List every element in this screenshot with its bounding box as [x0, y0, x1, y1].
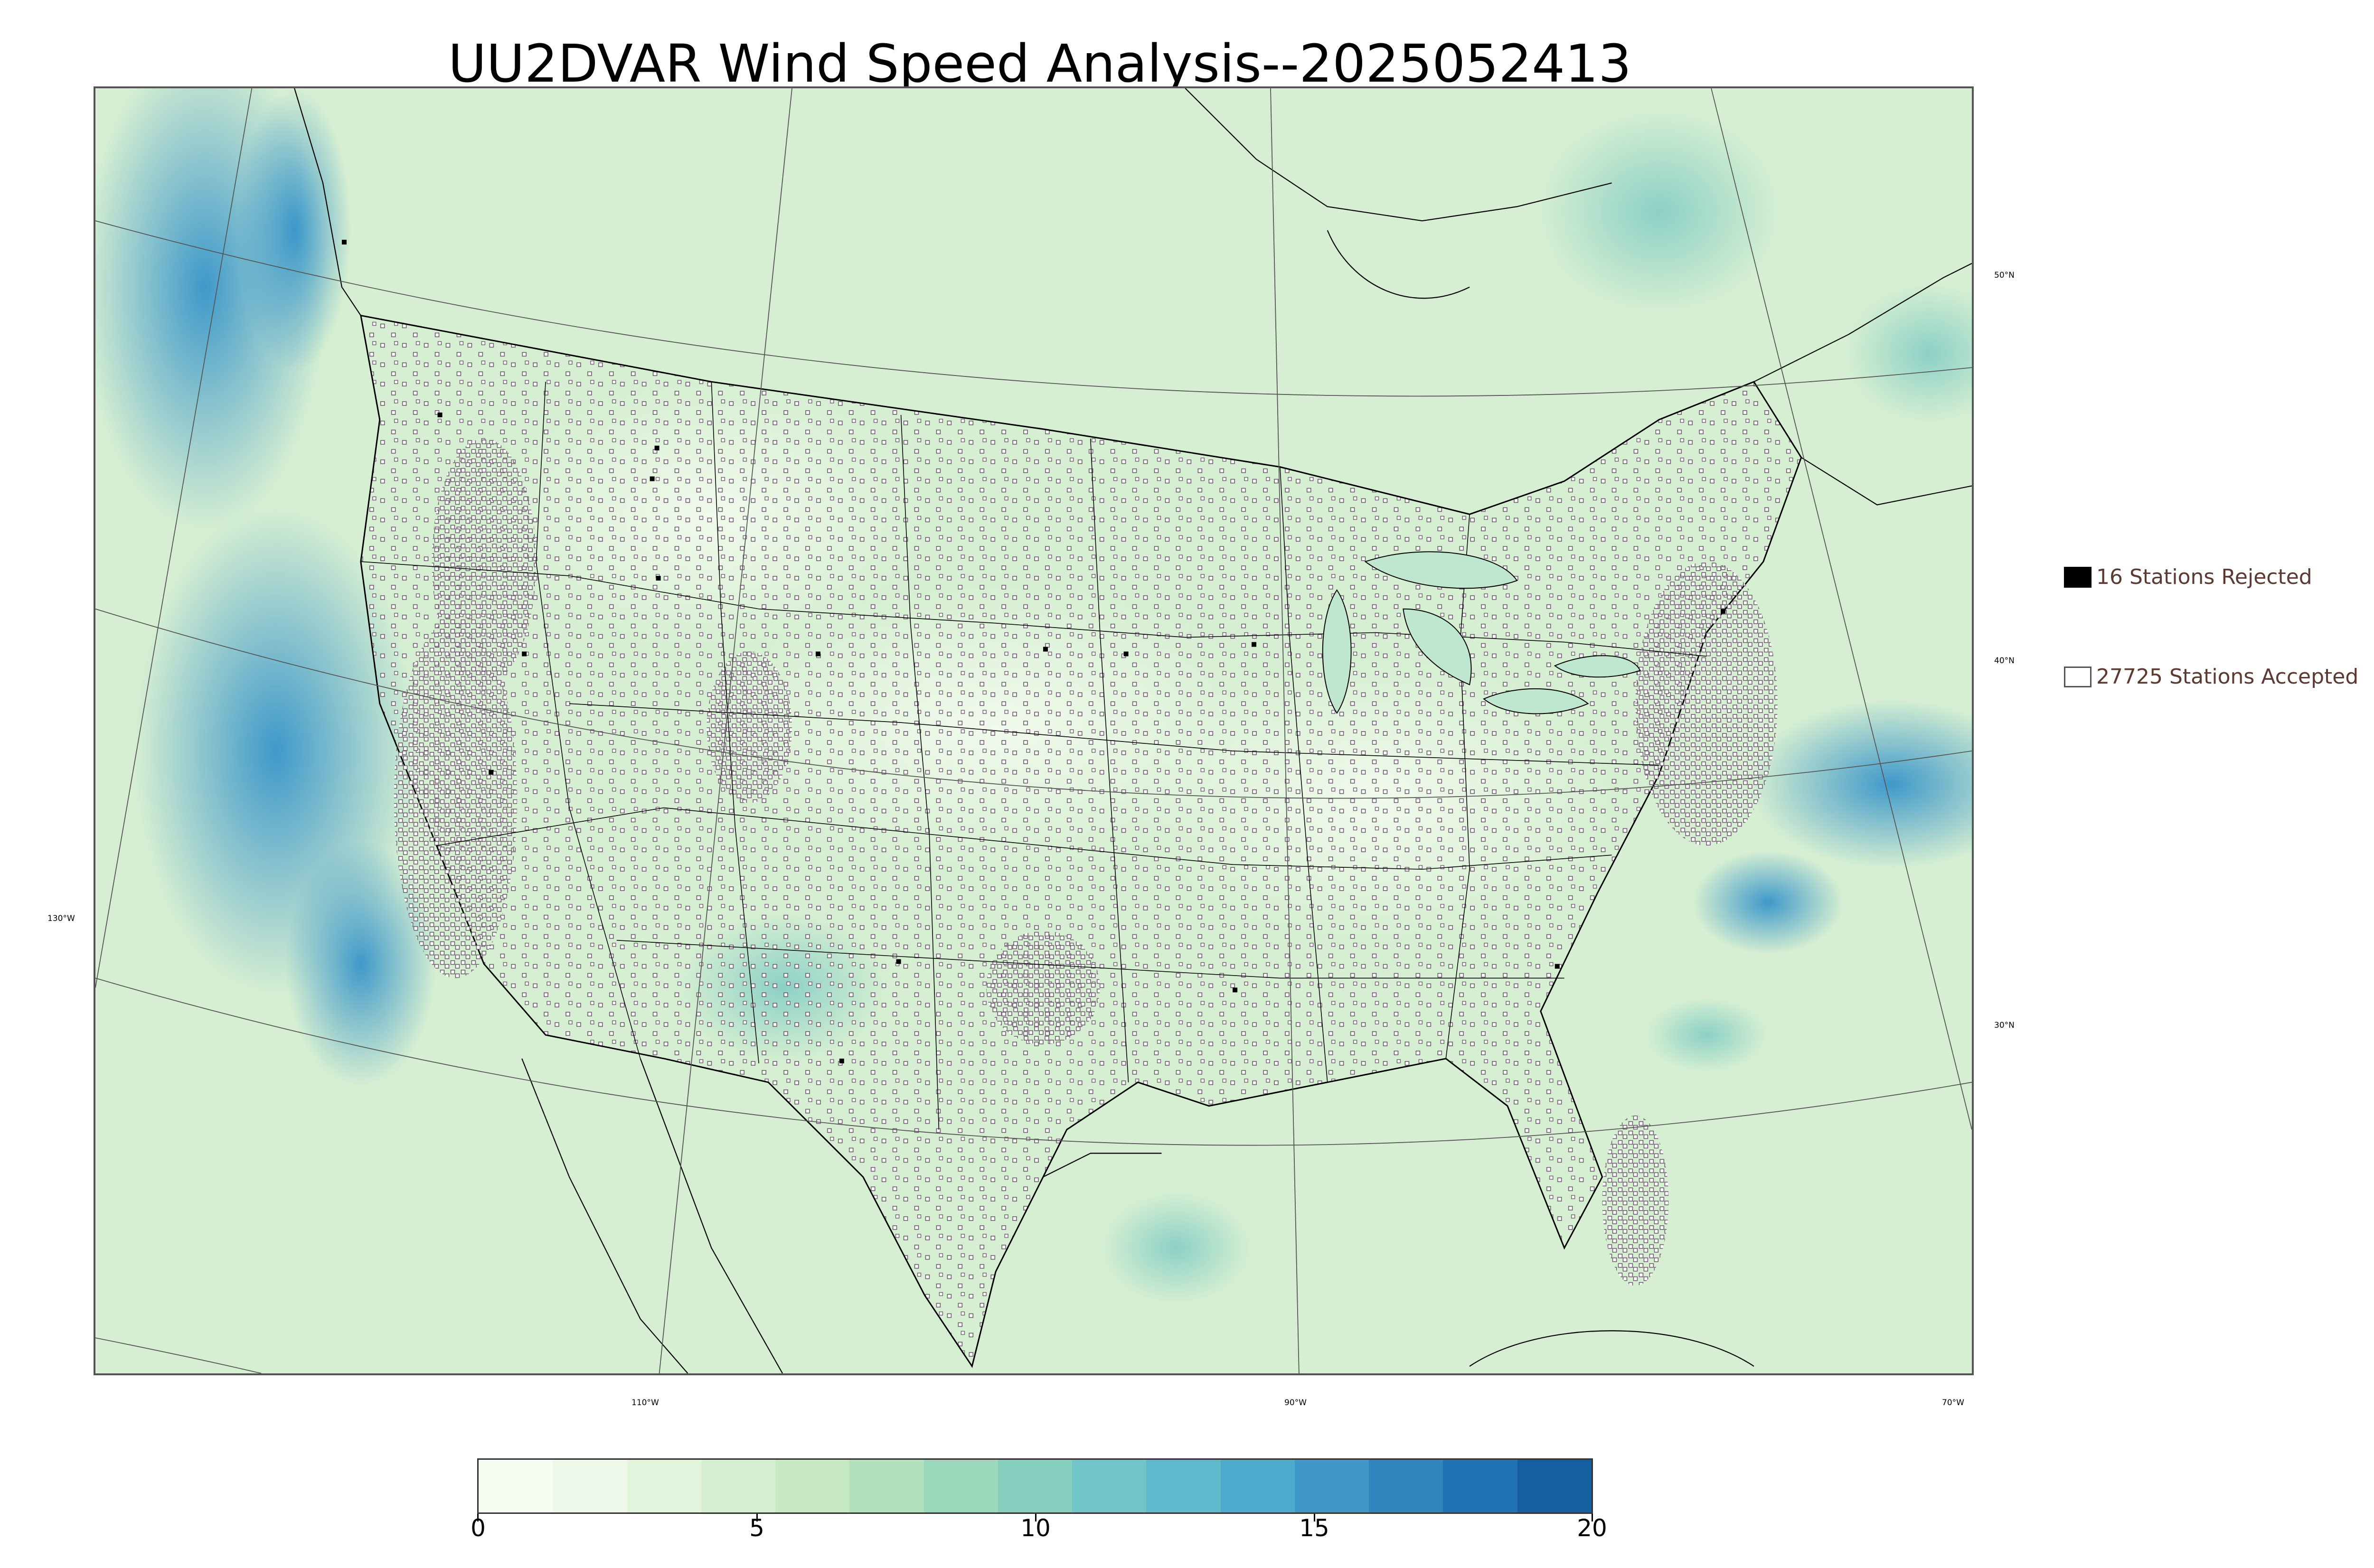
chart-title: UU2DVAR Wind Speed Analysis--2025052413 [448, 33, 1632, 94]
coastlines [294, 88, 1972, 1373]
wind-speed-map [95, 88, 1972, 1373]
colorbar-label-20: 20 [1577, 1514, 1607, 1542]
colorbar-segment [553, 1460, 627, 1512]
legend-accepted-label: 27725 Stations Accepted [2096, 665, 2359, 689]
colorbar-label-10: 10 [1020, 1514, 1051, 1542]
colorbar-segment [1146, 1460, 1221, 1512]
colorbar-segment [627, 1460, 701, 1512]
colorbar-tick [756, 1514, 758, 1521]
colorbar-segment [775, 1460, 850, 1512]
wind-speed-colorbar [477, 1458, 1593, 1514]
legend-accepted: 27725 Stations Accepted [2064, 665, 2358, 689]
rejected-stations [341, 240, 1726, 1063]
colorbar-label-0: 0 [471, 1514, 486, 1542]
northeast-station-cluster [1635, 562, 1778, 846]
colorbar-tick [1035, 1514, 1036, 1521]
graticule [95, 88, 1972, 1373]
colorbar-segment [479, 1460, 553, 1512]
lon-label-70w: 70°W [1942, 1398, 1964, 1408]
colorbar-segment [1369, 1460, 1443, 1512]
california-station-cluster [394, 618, 518, 978]
accepted-swatch [2064, 666, 2091, 687]
colorbar-segment [1517, 1460, 1592, 1512]
colorbar-label-15: 15 [1299, 1514, 1329, 1542]
lon-label-130w: 130°W [47, 914, 75, 923]
great-lakes [1322, 551, 1641, 714]
lat-label-40n: 40°N [1994, 656, 2015, 666]
lon-label-90w: 90°W [1284, 1398, 1307, 1408]
rejected-swatch [2064, 566, 2091, 588]
lat-label-30n: 30°N [1994, 1021, 2015, 1030]
lat-label-50n: 50°N [1994, 271, 2015, 280]
colorbar-segment [923, 1460, 998, 1512]
colorbar-segment [1294, 1460, 1369, 1512]
colorbar-segment [1443, 1460, 1517, 1512]
colorbar-segment [701, 1460, 776, 1512]
atlantic-wind-zone [1749, 699, 1972, 870]
colorbar-tick [1314, 1514, 1315, 1521]
gulf-wind-zone [1100, 1191, 1252, 1305]
colorbar-segment [1220, 1460, 1295, 1512]
map-panel[interactable] [94, 86, 1974, 1375]
colorbar-segment [998, 1460, 1073, 1512]
colorbar-segment [849, 1460, 924, 1512]
colorbar-tick [477, 1514, 479, 1521]
colorbar-label-5: 5 [749, 1514, 764, 1542]
lon-label-110w: 110°W [631, 1398, 659, 1408]
legend-rejected: 16 Stations Rejected [2064, 565, 2312, 589]
colorbar-tick [1592, 1514, 1593, 1521]
colorbar-segment [1072, 1460, 1147, 1512]
legend-rejected-label: 16 Stations Rejected [2096, 565, 2312, 589]
